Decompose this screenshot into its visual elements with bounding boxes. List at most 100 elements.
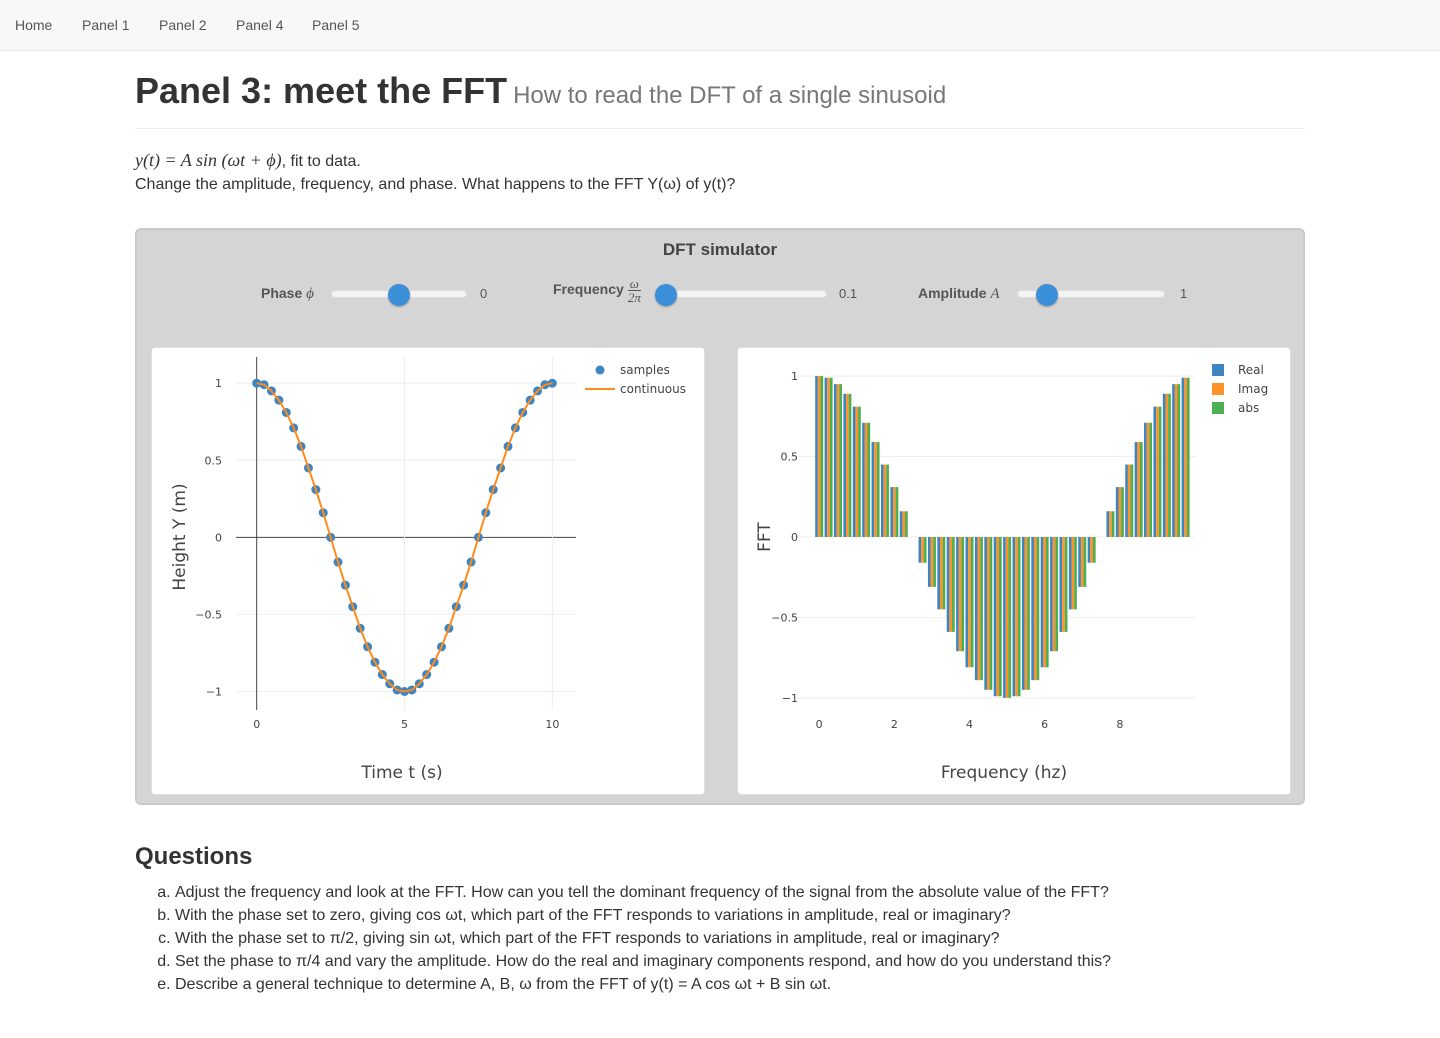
- bar: [989, 536, 993, 690]
- bar: [968, 536, 971, 668]
- bar: [1083, 536, 1087, 587]
- slider-value: 0: [480, 286, 488, 301]
- nav-link[interactable]: Panel 2: [159, 17, 207, 33]
- bar: [1174, 384, 1178, 537]
- bar: [974, 536, 978, 681]
- slider-label: Phase ϕ: [261, 285, 314, 303]
- bar: [1162, 393, 1166, 537]
- x-tick-label: 10: [545, 718, 559, 731]
- bar: [1087, 536, 1091, 563]
- question: Set the phase to π/4 and vary the amplit…: [175, 950, 1111, 973]
- label-text: Phase: [261, 285, 303, 301]
- label-text: Amplitude: [918, 285, 987, 301]
- question: Describe a general technique to determin…: [175, 973, 1111, 996]
- y-tick-label: −0.5: [771, 611, 798, 624]
- bar: [827, 377, 830, 537]
- bar: [1165, 393, 1169, 537]
- bar: [1181, 377, 1185, 537]
- bar: [1127, 464, 1131, 537]
- bar: [921, 536, 924, 563]
- questions-title: Questions: [135, 843, 253, 870]
- slider-label: Amplitude A: [918, 285, 1000, 303]
- questions-list: Adjust the frequency and look at the FFT…: [135, 881, 1111, 996]
- bar: [1149, 422, 1153, 537]
- bar: [1043, 536, 1047, 668]
- divider: [135, 128, 1305, 129]
- bar: [1033, 536, 1037, 681]
- intro-line: y(t) = A sin (ωt + ϕ), fit to data.: [135, 150, 361, 171]
- simulator: DFT simulator Phase ϕ 0 Frequency ω 2π 0.1…: [135, 228, 1305, 805]
- x-tick-label: 8: [1116, 718, 1123, 731]
- bar: [949, 536, 953, 632]
- bar: [820, 376, 824, 537]
- slider-value: 1: [1180, 286, 1188, 301]
- nav-link[interactable]: Panel 5: [312, 17, 360, 33]
- bar: [996, 536, 1000, 697]
- bar: [1015, 536, 1018, 697]
- page-title: Panel 3: meet the FFT How to read the DFT…: [135, 70, 946, 112]
- slider[interactable]: [331, 284, 467, 306]
- y-tick-label: 0: [791, 531, 798, 544]
- bar: [1109, 511, 1112, 537]
- bar: [939, 536, 943, 610]
- bar: [855, 406, 859, 537]
- x-tick-label: 5: [401, 718, 408, 731]
- bar: [999, 536, 1002, 697]
- bar: [923, 536, 927, 563]
- bar: [1071, 536, 1075, 610]
- bar: [839, 384, 842, 537]
- y-tick-label: −0.5: [195, 608, 222, 621]
- bar: [817, 376, 821, 537]
- slider-label: Frequency ω 2π: [553, 277, 641, 304]
- bar: [824, 377, 828, 537]
- bar: [977, 536, 981, 681]
- bar: [980, 536, 983, 681]
- bar: [930, 536, 934, 587]
- bar: [858, 406, 861, 537]
- legend-label: samples: [620, 363, 670, 377]
- slider-thumb[interactable]: [388, 284, 410, 306]
- intro-text: Change the amplitude, frequency, and pha…: [135, 176, 736, 193]
- slider[interactable]: [1017, 284, 1165, 306]
- bar: [1118, 487, 1122, 537]
- bar: [1050, 536, 1053, 652]
- formula: y(t) = A sin (ωt + ϕ): [135, 150, 282, 170]
- slider-thumb[interactable]: [655, 284, 677, 306]
- nav-link[interactable]: Panel 1: [82, 17, 130, 33]
- x-axis-title: Time t (s): [360, 763, 442, 783]
- bar: [1172, 384, 1175, 537]
- bar: [1078, 536, 1081, 587]
- bar: [1059, 536, 1063, 632]
- bar: [961, 536, 965, 652]
- legend-symbol: [1212, 383, 1224, 395]
- intro-text: , fit to data.: [281, 153, 361, 170]
- bar: [1153, 406, 1157, 537]
- bar: [1130, 464, 1134, 537]
- x-tick-label: 6: [1041, 718, 1048, 731]
- slider-value: 0.1: [839, 286, 858, 301]
- bar: [1052, 536, 1056, 652]
- bar: [1139, 442, 1143, 537]
- fraction: ω 2π: [627, 277, 641, 304]
- question: With the phase set to π/2, giving sin ωt…: [175, 927, 1111, 950]
- bar: [1156, 406, 1159, 537]
- title-text: Panel 3: meet the FFT: [135, 70, 508, 111]
- nav-link[interactable]: Panel 4: [236, 17, 284, 33]
- bar: [876, 442, 880, 537]
- bar: [905, 511, 908, 537]
- bar: [1144, 422, 1147, 537]
- nav-link[interactable]: Home: [15, 17, 53, 33]
- bar: [1158, 406, 1162, 537]
- y-tick-label: 0: [215, 531, 222, 544]
- line: [256, 382, 553, 693]
- bar: [1046, 536, 1049, 668]
- legend-symbol: [1212, 364, 1224, 376]
- slider-thumb[interactable]: [1036, 284, 1059, 306]
- subtitle: How to read the DFT of a single sinusoid: [513, 82, 947, 109]
- chart-card: −1 −0.5 0 0.5 1 0 2 4 6 8 Frequency (hz) FFT Real Ima…: [737, 347, 1291, 795]
- bar: [1003, 536, 1006, 698]
- slider[interactable]: [655, 284, 827, 306]
- bar: [1125, 464, 1128, 537]
